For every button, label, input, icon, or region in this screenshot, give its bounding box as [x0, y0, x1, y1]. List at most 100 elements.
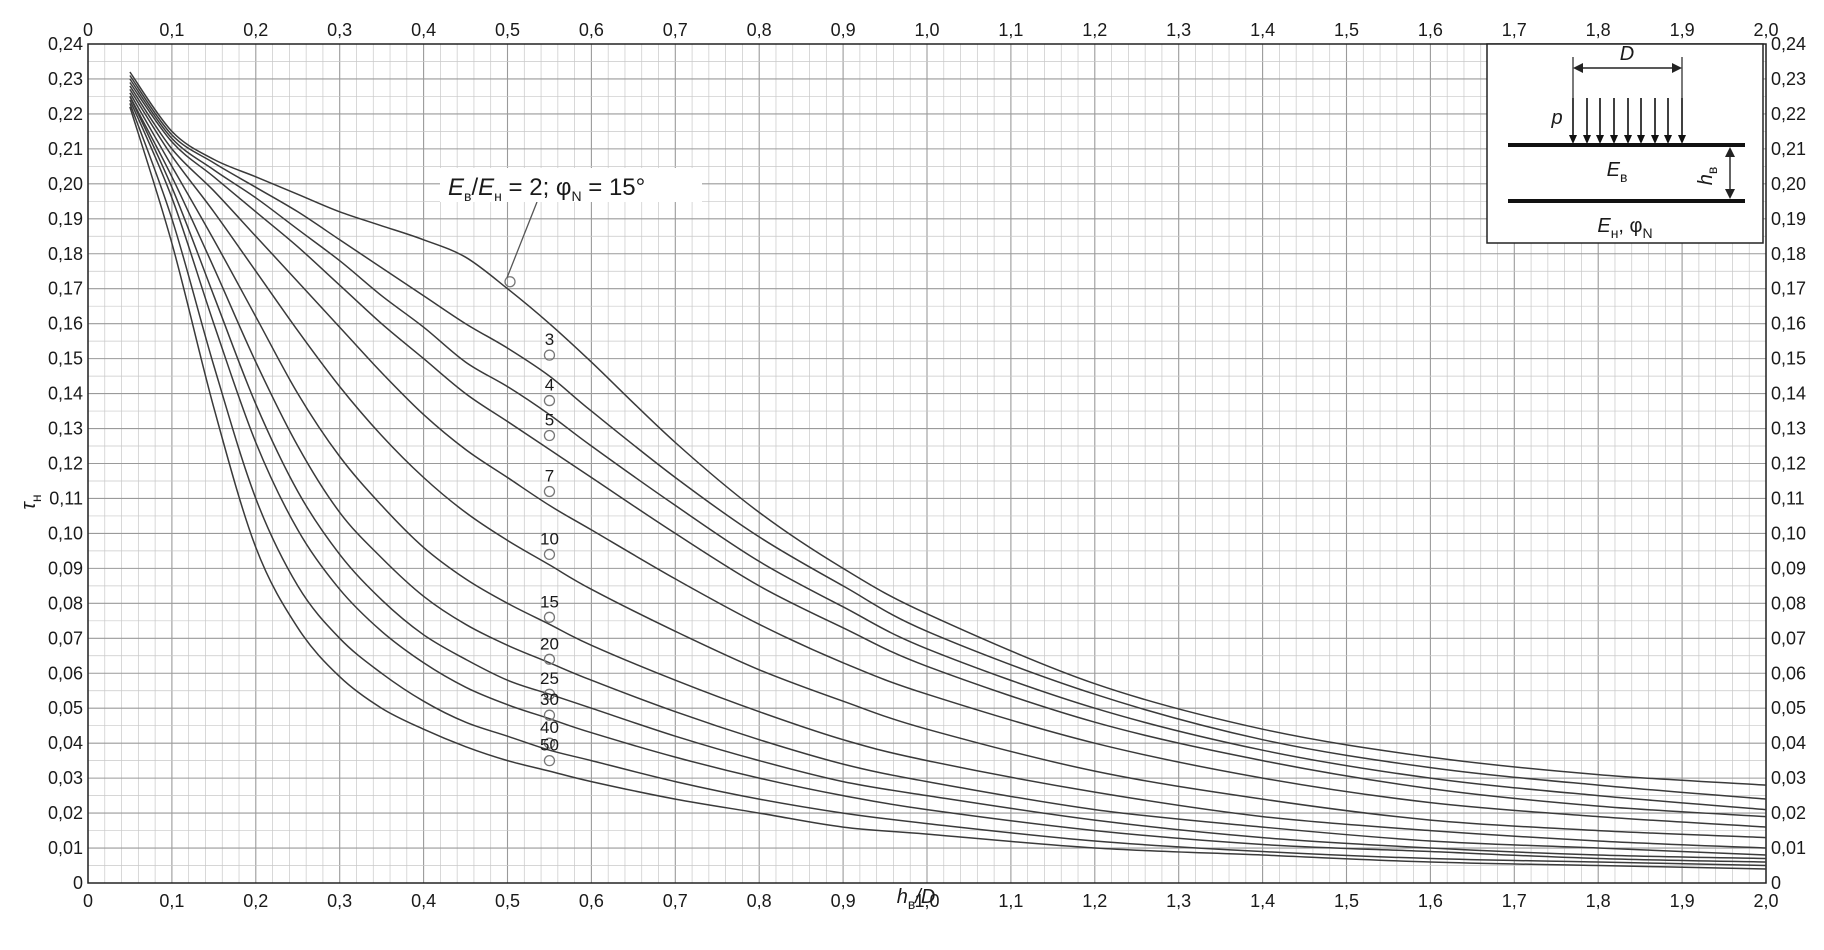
- x-tick-label-top: 1,9: [1670, 20, 1695, 40]
- inset-load-arrow-head: [1569, 135, 1577, 144]
- y-axis-title: τн: [18, 494, 44, 509]
- x-tick-label-top: 0,9: [831, 20, 856, 40]
- inset-load-arrow-head: [1664, 135, 1672, 144]
- curve-marker-5: [543, 429, 556, 442]
- series-line-10: [129, 88, 1767, 839]
- x-tick-label-top: 0,3: [327, 20, 352, 40]
- x-tick-label-bottom: 0,2: [243, 891, 268, 911]
- series-line-20: [129, 96, 1767, 856]
- x-tick-label-bottom: 0,7: [663, 891, 688, 911]
- series-line-2: [129, 71, 1767, 786]
- x-tick-label-top: 1,6: [1418, 20, 1443, 40]
- inset-load-arrow-head: [1624, 135, 1632, 144]
- y-tick-label-right: 0,01: [1771, 838, 1806, 858]
- x-tick-label-bottom: 0,6: [579, 891, 604, 911]
- x-tick-label-bottom: 1,0: [914, 891, 939, 911]
- x-tick-label-bottom: 1,7: [1502, 891, 1527, 911]
- y-tick-label-left: 0,03: [48, 768, 83, 788]
- y-tick-label-left: 0,14: [48, 384, 83, 404]
- inset-en-label: Eн, φN: [1597, 215, 1652, 241]
- series-line-50: [129, 106, 1767, 870]
- curve-label-10: 10: [540, 529, 559, 548]
- x-tick-label-top: 1,5: [1334, 20, 1359, 40]
- y-tick-label-right: 0,12: [1771, 454, 1806, 474]
- y-tick-label-right: 0,23: [1771, 69, 1806, 89]
- series-line-15: [129, 92, 1767, 849]
- y-tick-label-left: 0: [73, 873, 83, 893]
- y-tick-label-right: 0: [1771, 873, 1781, 893]
- inset-p-label: p: [1550, 107, 1562, 129]
- curve-label-4: 4: [545, 376, 554, 395]
- y-tick-label-right: 0,22: [1771, 104, 1806, 124]
- callout: Eв/Eн = 2; φN = 15°: [440, 168, 702, 278]
- y-tick-label-right: 0,07: [1771, 628, 1806, 648]
- series-line-7: [129, 85, 1767, 828]
- y-tick-label-left: 0,07: [48, 628, 83, 648]
- curve-label-50: 50: [540, 736, 559, 755]
- series-line-30: [129, 99, 1767, 863]
- x-tick-label-bottom: 1,6: [1418, 891, 1443, 911]
- grid: [87, 43, 1767, 884]
- inset-d-label: D: [1620, 43, 1634, 65]
- x-tick-label-top: 0,7: [663, 20, 688, 40]
- y-tick-label-right: 0,17: [1771, 279, 1806, 299]
- x-tick-label-top: 1,2: [1082, 20, 1107, 40]
- inset-hv-label: hв: [1695, 167, 1720, 186]
- series-line-25: [129, 96, 1767, 860]
- curve-label-25: 25: [540, 669, 559, 688]
- x-tick-label-bottom: 1,1: [998, 891, 1023, 911]
- y-tick-label-left: 0,06: [48, 663, 83, 683]
- x-tick-label-top: 1,7: [1502, 20, 1527, 40]
- x-tick-label-bottom: 1,9: [1670, 891, 1695, 911]
- callout-marker: [504, 276, 516, 288]
- curve-marker-10: [543, 548, 556, 561]
- y-tick-label-right: 0,19: [1771, 209, 1806, 229]
- curve-label-15: 15: [540, 592, 559, 611]
- y-tick-label-right: 0,08: [1771, 593, 1806, 613]
- series-line-5: [129, 82, 1767, 818]
- x-tick-label-top: 1,8: [1586, 20, 1611, 40]
- inset-load-arrows: [1569, 98, 1686, 144]
- inset-load-arrow-head: [1678, 135, 1686, 144]
- y-tick-label-right: 0,06: [1771, 663, 1806, 683]
- curve-marker-3: [543, 349, 556, 361]
- y-tick-label-left: 0,21: [48, 139, 83, 159]
- y-tick-label-right: 0,18: [1771, 244, 1806, 264]
- inset-load-arrow-head: [1583, 135, 1591, 144]
- x-tick-label-bottom: 2,0: [1753, 891, 1778, 911]
- inset-ev-label: Eв: [1607, 159, 1628, 185]
- x-tick-label-bottom: 1,4: [1250, 891, 1275, 911]
- y-tick-label-left: 0,01: [48, 838, 83, 858]
- curve-label-5: 5: [545, 411, 554, 430]
- y-tick-label-left: 0,09: [48, 558, 83, 578]
- y-tick-label-right: 0,11: [1771, 488, 1805, 508]
- x-tick-label-top: 0,4: [411, 20, 436, 40]
- x-tick-label-bottom: 0,9: [831, 891, 856, 911]
- y-tick-label-right: 0,14: [1771, 384, 1806, 404]
- y-tick-label-left: 0,15: [48, 349, 83, 369]
- y-tick-label-left: 0,22: [48, 104, 83, 124]
- curve-marker-50: [543, 754, 556, 767]
- y-tick-label-left: 0,16: [48, 314, 83, 334]
- callout-text: Eв/Eн = 2; φN = 15°: [448, 174, 645, 204]
- x-tick-label-bottom: 0,1: [159, 891, 184, 911]
- y-tick-label-left: 0,19: [48, 209, 83, 229]
- y-tick-label-left: 0,08: [48, 593, 83, 613]
- y-tick-label-right: 0,20: [1771, 174, 1806, 194]
- y-tick-label-left: 0,23: [48, 69, 83, 89]
- y-tick-label-left: 0,04: [48, 733, 83, 753]
- callout-background: [440, 168, 702, 202]
- x-tick-label-top: 1,4: [1250, 20, 1275, 40]
- callout-leader: [506, 201, 538, 278]
- y-tick-label-right: 0,13: [1771, 419, 1806, 439]
- y-tick-label-right: 0,21: [1771, 139, 1806, 159]
- curve-marker-7: [543, 485, 556, 498]
- x-tick-label-top: 2,0: [1753, 20, 1778, 40]
- y-tick-label-left: 0,12: [48, 454, 83, 474]
- curve-marker-15: [543, 611, 556, 623]
- y-tick-label-left: 0,17: [48, 279, 83, 299]
- y-tick-label-right: 0,09: [1771, 558, 1806, 578]
- x-tick-label-top: 1,1: [998, 20, 1023, 40]
- series-line-3: [129, 75, 1767, 800]
